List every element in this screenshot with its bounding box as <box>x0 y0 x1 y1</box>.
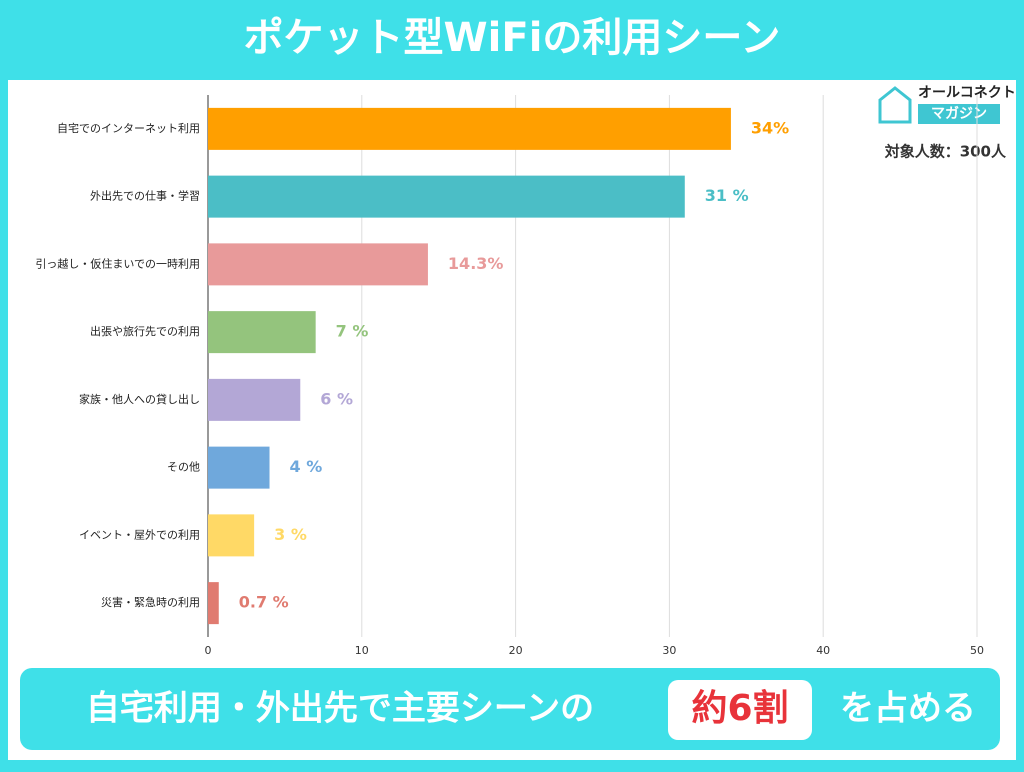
note: 対象人数：300人 <box>884 143 1007 161</box>
highlight-box <box>668 680 812 740</box>
value-label: 34% <box>751 118 789 137</box>
chart-title: ポケット型WiFiの利用シーン <box>244 15 781 61</box>
bar <box>208 446 270 489</box>
logo-text: マガジン <box>931 106 987 122</box>
bar <box>208 514 255 557</box>
banner-text: を占める <box>840 689 976 729</box>
y-tick-label: 家族・他人への貸し出し <box>79 392 200 406</box>
value-label: 4 % <box>290 457 323 476</box>
logo: オールコネクト マガジン <box>878 85 1016 124</box>
y-tick-label: 自宅でのインターネット利用 <box>57 121 200 135</box>
value-label: 0.7 % <box>239 593 289 612</box>
bar <box>208 175 685 218</box>
y-tick-label: その他 <box>167 461 200 474</box>
bar <box>208 582 219 625</box>
logo-icon <box>878 86 912 124</box>
bar <box>208 378 301 421</box>
banner-highlight: 約6割 <box>691 688 788 729</box>
value-label: 14.3% <box>448 254 504 273</box>
x-tick-label: 40 <box>816 644 830 657</box>
value-label: 31 % <box>705 186 749 205</box>
y-tick-label: 出張や旅行先での利用 <box>90 324 200 338</box>
y-tick-label: 外出先での仕事・学習 <box>90 189 200 203</box>
value-label: 6 % <box>320 389 353 408</box>
x-tick-label: 20 <box>509 644 523 657</box>
y-tick-label: 災害・緊急時の利用 <box>101 595 200 609</box>
x-tick-label: 30 <box>662 644 676 657</box>
x-tick-label: 10 <box>355 644 369 657</box>
value-label: 3 % <box>274 525 307 544</box>
logo-text: オールコネクト <box>918 85 1016 101</box>
value-label: 7 % <box>336 322 369 341</box>
bar <box>208 311 316 354</box>
bar <box>208 107 731 150</box>
y-tick-label: イベント・屋外での利用 <box>79 528 200 541</box>
y-tick-label: 引っ越し・仮住まいでの一時利用 <box>35 256 200 270</box>
x-tick-label: 50 <box>970 644 984 657</box>
logo-box <box>918 104 1000 124</box>
banner-text: 自宅利用・外出先で主要シーンの <box>86 689 594 729</box>
x-tick-label: 0 <box>205 644 212 657</box>
bar <box>208 243 428 286</box>
